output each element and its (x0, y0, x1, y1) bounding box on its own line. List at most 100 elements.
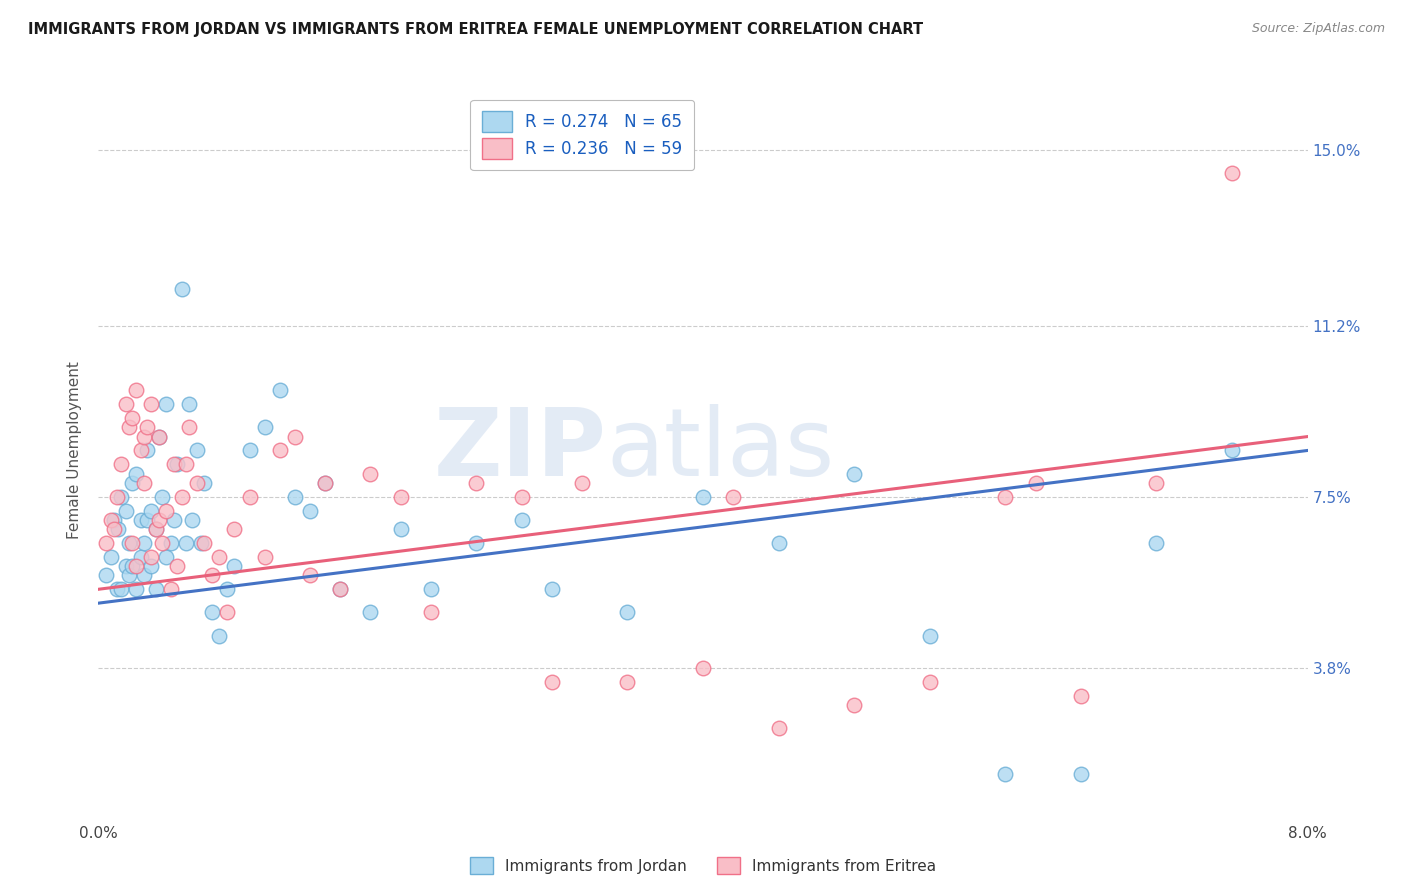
Point (540, 582, 562, 597)
Point (190, 536, 212, 550)
Point (170, 490, 193, 504)
Point (510, 490, 533, 504)
Point (107, 522, 129, 536)
Point (299, 503, 322, 517)
Point (420, 606, 443, 620)
Point (1070, 767, 1092, 781)
Point (571, 475, 593, 490)
Point (215, 582, 238, 597)
Point (135, 443, 157, 458)
Point (135, 513, 157, 527)
Point (179, 397, 201, 411)
Point (132, 568, 155, 582)
Point (692, 490, 714, 504)
Point (118, 536, 141, 550)
Point (918, 674, 941, 689)
Point (118, 420, 141, 434)
Point (150, 536, 173, 550)
Point (253, 420, 276, 434)
Point (844, 467, 866, 481)
Point (174, 458, 197, 472)
Point (121, 411, 143, 425)
Point (145, 522, 167, 536)
Point (145, 522, 167, 536)
Point (692, 661, 714, 675)
Point (360, 606, 382, 620)
Point (121, 475, 143, 490)
Point (179, 420, 201, 434)
Point (170, 281, 193, 295)
Point (269, 384, 291, 398)
Point (141, 559, 163, 574)
Point (155, 503, 177, 517)
Y-axis label: Female Unemployment: Female Unemployment (67, 361, 83, 540)
Point (224, 559, 246, 574)
Point (844, 698, 866, 712)
Point (1146, 475, 1168, 490)
Point (174, 536, 197, 550)
Point (141, 503, 163, 517)
Point (166, 458, 188, 472)
Point (94, 536, 117, 550)
Text: atlas: atlas (606, 404, 835, 497)
Point (100, 549, 122, 564)
Point (1220, 166, 1243, 180)
Point (125, 559, 148, 574)
Point (360, 467, 382, 481)
Point (208, 629, 231, 643)
Point (125, 582, 148, 597)
Point (224, 522, 246, 536)
Point (284, 490, 307, 504)
Point (150, 490, 173, 504)
Point (465, 536, 488, 550)
Text: ZIP: ZIP (433, 404, 606, 497)
Point (329, 582, 352, 597)
Point (129, 549, 152, 564)
Point (299, 568, 322, 582)
Point (314, 475, 336, 490)
Point (420, 582, 443, 597)
Point (616, 606, 638, 620)
Point (1070, 689, 1092, 703)
Text: IMMIGRANTS FROM JORDAN VS IMMIGRANTS FROM ERITREA FEMALE UNEMPLOYMENT CORRELATIO: IMMIGRANTS FROM JORDAN VS IMMIGRANTS FRO… (28, 22, 924, 37)
Point (768, 721, 790, 735)
Point (181, 513, 204, 527)
Point (145, 582, 167, 597)
Point (215, 606, 238, 620)
Point (105, 490, 128, 504)
Point (155, 549, 177, 564)
Point (918, 629, 941, 643)
Point (105, 582, 128, 597)
Legend: R = 0.274   N = 65, R = 0.236   N = 59: R = 0.274 N = 65, R = 0.236 N = 59 (470, 100, 695, 170)
Point (132, 536, 155, 550)
Point (114, 503, 136, 517)
Point (314, 475, 336, 490)
Point (616, 674, 638, 689)
Point (186, 443, 208, 458)
Point (148, 513, 170, 527)
Point (121, 536, 143, 550)
Point (389, 490, 412, 504)
Point (1220, 443, 1243, 458)
Point (768, 536, 790, 550)
Point (141, 549, 163, 564)
Point (148, 429, 170, 443)
Point (540, 674, 562, 689)
Point (129, 513, 152, 527)
Point (239, 443, 262, 458)
Point (166, 559, 188, 574)
Point (125, 467, 148, 481)
Point (994, 767, 1017, 781)
Point (269, 443, 291, 458)
Point (163, 458, 186, 472)
Point (94, 568, 117, 582)
Point (201, 568, 224, 582)
Legend: Immigrants from Jordan, Immigrants from Eritrea: Immigrants from Jordan, Immigrants from … (464, 851, 942, 880)
Point (155, 397, 177, 411)
Point (141, 397, 163, 411)
Point (110, 490, 132, 504)
Point (132, 475, 155, 490)
Point (994, 490, 1017, 504)
Point (114, 559, 136, 574)
Point (114, 397, 136, 411)
